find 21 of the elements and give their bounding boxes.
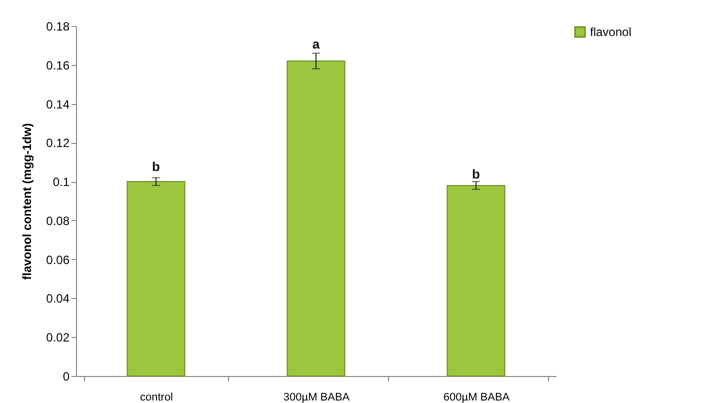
y-tick-label: 0: [62, 370, 70, 384]
y-tick-label: 0.18: [46, 20, 70, 34]
y-tick-label: 0.06: [46, 252, 70, 267]
y-tick-label: 0.08: [46, 214, 70, 228]
y-tick-label: 0.12: [46, 136, 70, 150]
bar: [286, 60, 346, 376]
x-tick-label: 300µM BABA: [283, 392, 350, 403]
y-tick-label: 0.1: [52, 175, 70, 190]
annotation: a: [312, 36, 320, 52]
annotation: b: [472, 166, 480, 182]
y-tick-label: 0.02: [46, 330, 70, 345]
y-tick-label: 0.14: [46, 97, 70, 112]
annotation: b: [152, 158, 160, 174]
bar: [446, 184, 506, 376]
bar: [126, 181, 186, 376]
legend-label: flavonol: [590, 25, 632, 39]
y-tick-label: 0.16: [46, 58, 70, 72]
x-tick-label: control: [140, 392, 174, 403]
y-tick-label: 0.04: [46, 292, 70, 306]
y-axis-title: flavonol content (mgg-1dw): [20, 123, 34, 280]
x-tick-label: 600µM BABA: [443, 392, 510, 403]
